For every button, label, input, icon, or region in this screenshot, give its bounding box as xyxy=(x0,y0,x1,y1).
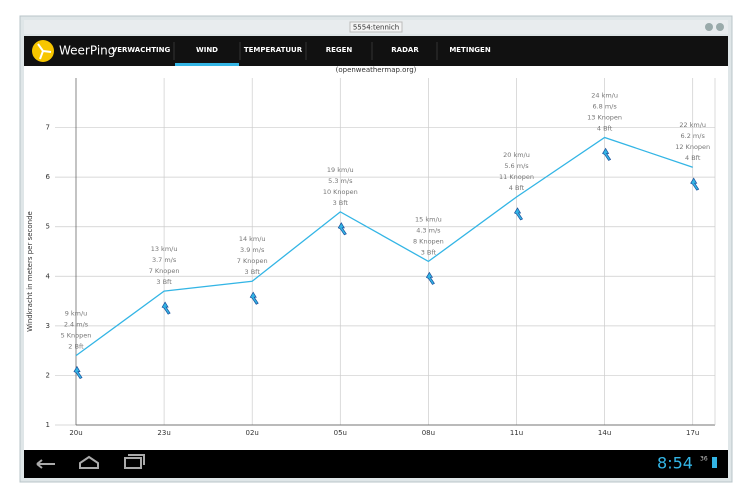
chart-area xyxy=(24,66,728,450)
minimize-button[interactable] xyxy=(705,23,713,31)
chart-title: (openweathermap.org) xyxy=(336,66,417,74)
point-annotation: 10 Knopen xyxy=(323,188,358,196)
point-annotation: 15 km/u xyxy=(415,215,442,223)
point-annotation: 19 km/u xyxy=(327,166,354,174)
home-button[interactable] xyxy=(79,455,99,469)
y-tick-label: 2 xyxy=(46,371,50,379)
point-annotation: 8 Knopen xyxy=(413,237,444,245)
window-title: 5554:tennich xyxy=(353,24,399,32)
point-annotation: 3.7 m/s xyxy=(152,256,177,264)
x-tick-label: 20u xyxy=(69,429,82,437)
y-tick-label: 3 xyxy=(46,322,50,330)
point-annotation: 5.3 m/s xyxy=(328,177,353,185)
point-annotation: 3 Bft xyxy=(333,199,349,207)
point-annotation: 24 km/u xyxy=(591,91,618,99)
tab-indicator xyxy=(175,63,239,66)
wind-arrow xyxy=(73,365,83,380)
x-tick-label: 11u xyxy=(510,429,523,437)
data-line xyxy=(75,136,693,357)
x-tick-label: 17u xyxy=(686,429,699,437)
x-tick-label: 23u xyxy=(157,429,170,437)
point-annotation: 4.3 m/s xyxy=(416,226,441,234)
wind-arrow xyxy=(690,177,700,191)
app-name: WeerPing xyxy=(59,44,115,58)
nav-tab[interactable]: WIND xyxy=(196,46,218,54)
y-tick-label: 5 xyxy=(46,223,50,231)
wind-arrow xyxy=(161,301,171,315)
point-annotation: 3.9 m/s xyxy=(240,246,265,254)
point-annotation: 5 Knopen xyxy=(61,332,92,340)
point-annotation: 5.6 m/s xyxy=(504,162,529,170)
y-tick-label: 1 xyxy=(46,421,50,429)
point-annotation: 3 Bft xyxy=(421,248,437,256)
wind-arrow xyxy=(425,271,435,285)
nav-tab[interactable]: RADAR xyxy=(391,46,419,54)
clock: 8:54 xyxy=(657,454,693,473)
action-bar xyxy=(24,36,728,66)
point-annotation: 6.2 m/s xyxy=(681,132,706,140)
point-annotation: 3 Bft xyxy=(245,268,261,276)
y-axis-label: Windkracht in meters per seconde xyxy=(26,211,34,332)
point-annotation: 11 Knopen xyxy=(499,173,534,181)
x-tick-label: 14u xyxy=(598,429,611,437)
recents-button[interactable] xyxy=(124,454,145,469)
y-tick-label: 6 xyxy=(46,173,51,181)
point-annotation: 4 Bft xyxy=(597,124,613,132)
point-annotation: 7 Knopen xyxy=(149,267,180,275)
wind-arrow xyxy=(337,222,347,236)
nav-tab[interactable]: VERWACHTING xyxy=(112,46,171,54)
point-annotation: 13 Knopen xyxy=(587,113,622,121)
point-annotation: 4 Bft xyxy=(509,184,525,192)
point-annotation: 9 km/u xyxy=(65,310,88,318)
title-box xyxy=(349,21,403,33)
point-annotation: 2 Bft xyxy=(68,343,84,351)
x-tick-label: 02u xyxy=(246,429,259,437)
wind-arrow xyxy=(602,147,612,161)
point-annotation: 2.4 m/s xyxy=(64,321,89,329)
back-button[interactable] xyxy=(36,459,55,469)
x-tick-label: 05u xyxy=(334,429,347,437)
point-annotation: 7 Knopen xyxy=(237,257,268,265)
point-annotation: 12 Knopen xyxy=(675,143,710,151)
wind-arrow xyxy=(514,207,524,221)
x-tick-label: 08u xyxy=(422,429,435,437)
nav-tab[interactable]: REGEN xyxy=(326,46,353,54)
nav-tab[interactable]: TEMPERATUUR xyxy=(244,46,303,54)
point-annotation: 20 km/u xyxy=(503,151,530,159)
battery xyxy=(712,457,717,468)
point-annotation: 3 Bft xyxy=(156,278,172,286)
point-annotation: 14 km/u xyxy=(239,235,266,243)
nav-tab[interactable]: METINGEN xyxy=(449,46,491,54)
y-tick-label: 4 xyxy=(46,272,51,280)
wind-arrow xyxy=(249,291,259,305)
point-annotation: 6.8 m/s xyxy=(592,102,617,110)
logo-mark xyxy=(37,43,52,60)
point-annotation: 13 km/u xyxy=(151,245,178,253)
y-tick-label: 7 xyxy=(46,124,50,132)
signal: 36 xyxy=(700,456,708,463)
point-annotation: 4 Bft xyxy=(685,154,701,162)
point-annotation: 22 km/u xyxy=(679,121,706,129)
close-button[interactable] xyxy=(716,23,724,31)
